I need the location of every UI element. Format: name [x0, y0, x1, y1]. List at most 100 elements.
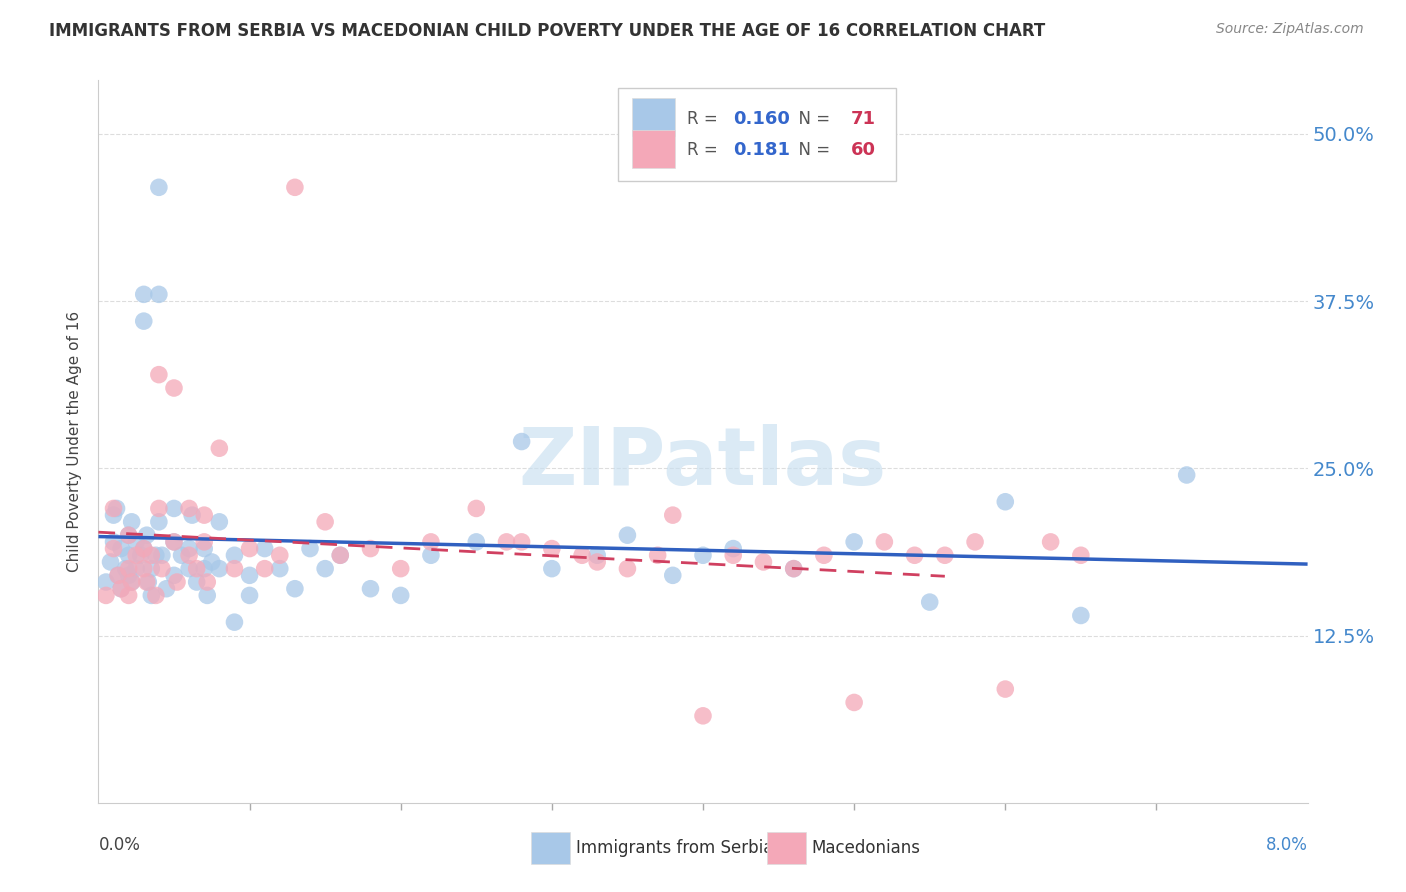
Text: N =: N =: [787, 141, 835, 160]
Text: 0.181: 0.181: [734, 141, 790, 160]
Point: [723, 548, 745, 563]
Point: [193, 508, 215, 523]
Point: [163, 534, 186, 549]
Point: [783, 562, 806, 576]
Point: [103, 501, 125, 516]
Point: [94, 575, 117, 590]
Point: [1175, 467, 1198, 482]
Text: Macedonians: Macedonians: [811, 838, 921, 856]
Point: [813, 548, 835, 563]
Point: [239, 568, 262, 582]
Point: [179, 501, 201, 516]
Point: [844, 696, 866, 710]
Point: [253, 562, 276, 576]
Point: [783, 562, 806, 576]
Point: [135, 528, 157, 542]
Point: [208, 442, 231, 455]
Point: [148, 368, 170, 382]
Point: [141, 548, 163, 563]
Point: [239, 541, 262, 556]
Point: [224, 562, 246, 576]
Text: 0.0%: 0.0%: [98, 836, 141, 854]
Point: [1070, 548, 1092, 563]
Point: [125, 562, 148, 576]
Point: [269, 562, 291, 576]
Point: [155, 582, 177, 596]
Point: [661, 508, 683, 523]
Point: [121, 575, 143, 590]
Point: [145, 589, 167, 603]
Point: [495, 534, 517, 549]
Point: [647, 548, 669, 563]
Point: [465, 501, 488, 516]
Point: [179, 562, 201, 576]
Point: [110, 582, 132, 596]
Text: 71: 71: [851, 110, 876, 128]
Point: [510, 434, 533, 449]
Point: [616, 562, 638, 576]
Point: [360, 541, 382, 556]
Point: [253, 541, 276, 556]
Text: N =: N =: [787, 110, 835, 128]
Point: [129, 548, 152, 563]
Text: 0.160: 0.160: [734, 110, 790, 128]
Point: [148, 501, 170, 516]
Point: [148, 515, 170, 529]
Point: [195, 589, 218, 603]
Point: [389, 562, 412, 576]
Point: [723, 541, 745, 556]
Point: [873, 534, 896, 549]
Point: [136, 575, 159, 590]
Point: [145, 548, 167, 563]
Point: [110, 541, 132, 556]
Point: [166, 575, 188, 590]
Point: [105, 501, 128, 516]
Point: [100, 555, 122, 569]
Point: [299, 541, 322, 556]
Point: [540, 562, 562, 576]
Point: [163, 568, 186, 582]
Point: [510, 534, 533, 549]
Text: ZIPatlas: ZIPatlas: [519, 425, 887, 502]
Point: [994, 494, 1017, 508]
Point: [389, 589, 412, 603]
Point: [103, 541, 125, 556]
Point: [150, 548, 173, 563]
Point: [94, 589, 117, 603]
Text: R =: R =: [688, 110, 723, 128]
Point: [193, 534, 215, 549]
FancyBboxPatch shape: [531, 832, 569, 864]
Point: [150, 562, 173, 576]
Point: [103, 534, 125, 549]
Point: [163, 534, 186, 549]
Point: [107, 568, 129, 582]
FancyBboxPatch shape: [631, 130, 675, 168]
Point: [571, 548, 593, 563]
Point: [103, 508, 125, 523]
Point: [179, 541, 201, 556]
Point: [141, 589, 163, 603]
Point: [125, 534, 148, 549]
Point: [360, 582, 382, 596]
Point: [132, 541, 155, 556]
Point: [118, 568, 141, 582]
Point: [148, 287, 170, 301]
Point: [692, 548, 714, 563]
Point: [141, 562, 163, 576]
Point: [118, 562, 141, 576]
Point: [586, 555, 609, 569]
FancyBboxPatch shape: [768, 832, 806, 864]
Point: [586, 548, 609, 563]
Point: [118, 589, 141, 603]
Point: [132, 287, 155, 301]
Point: [994, 681, 1017, 696]
Point: [904, 548, 927, 563]
Point: [121, 575, 143, 590]
Point: [163, 381, 186, 395]
Point: [269, 548, 291, 563]
Point: [148, 180, 170, 194]
Point: [118, 548, 141, 563]
Point: [314, 562, 336, 576]
Point: [107, 568, 129, 582]
Text: Source: ZipAtlas.com: Source: ZipAtlas.com: [1216, 22, 1364, 37]
